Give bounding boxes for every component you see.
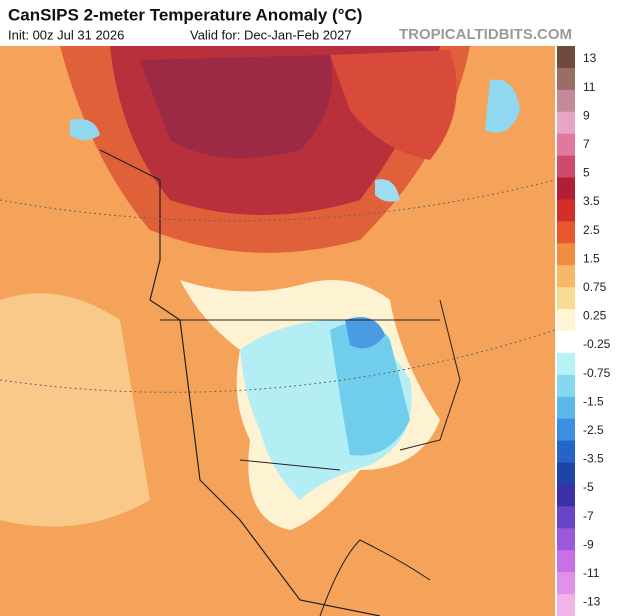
colorbar-label: 13: [583, 51, 597, 65]
colorbar-swatch: [557, 67, 575, 91]
colorbar-swatch: [557, 243, 575, 266]
colorbar-swatch: [557, 484, 575, 507]
colorbar-swatch: [557, 528, 575, 551]
colorbar-label: 3.5: [583, 194, 600, 208]
colorbar-label: 1.5: [583, 251, 600, 265]
colorbar-swatch: [557, 352, 575, 376]
colorbar-swatch: [557, 111, 575, 135]
colorbar-swatch: [557, 177, 575, 200]
colorbar-swatch: [557, 133, 575, 157]
colorbar: 13 11 9 7 5 3.5 2.5 1.5 0.75 0.25 -0.25 -0.75 -1.5 -2…: [557, 46, 611, 616]
colorbar-label: -3.5: [583, 452, 604, 466]
colorbar-label: 11: [583, 80, 596, 94]
colorbar-swatch: [557, 396, 575, 420]
colorbar-swatch: [557, 331, 575, 354]
colorbar-swatch: [557, 506, 575, 529]
colorbar-swatch: [557, 572, 575, 595]
colorbar-label: 5: [583, 166, 590, 180]
colorbar-label: -7: [583, 509, 594, 523]
colorbar-swatch: [557, 374, 575, 398]
colorbar-label: 7: [583, 137, 590, 151]
colorbar-swatch: [557, 418, 575, 442]
credit: TROPICALTIDBITS.COM: [399, 26, 572, 43]
colorbar-swatch: [557, 550, 575, 573]
valid-time: Valid for: Dec-Jan-Feb 2027: [190, 27, 352, 42]
colorbar-swatch: [557, 309, 575, 332]
colorbar-label: -5: [583, 480, 594, 494]
colorbar-label: 2.5: [583, 223, 600, 237]
colorbar-label: -9: [583, 537, 594, 551]
colorbar-swatch: [557, 594, 575, 616]
colorbar-label: -1.5: [583, 394, 604, 408]
colorbar-swatch: [557, 199, 575, 222]
colorbar-label: -13: [583, 595, 601, 609]
colorbar-swatch: [557, 462, 575, 485]
colorbar-label: 9: [583, 108, 590, 122]
colorbar-swatch: [557, 221, 575, 244]
map: [0, 46, 556, 616]
colorbar-swatch: [557, 287, 575, 310]
colorbar-label: -0.75: [583, 366, 611, 380]
colorbar-label: -2.5: [583, 423, 604, 437]
title: CanSIPS 2-meter Temperature Anomaly (°C): [8, 5, 362, 24]
header-bar: [0, 0, 620, 46]
init-time: Init: 00z Jul 31 2026: [8, 27, 124, 42]
colorbar-swatch: [557, 89, 575, 113]
colorbar-label: 0.75: [583, 280, 607, 294]
colorbar-swatch: [557, 440, 575, 464]
colorbar-label: -0.25: [583, 337, 611, 351]
colorbar-label: 0.25: [583, 309, 607, 323]
colorbar-swatch: [557, 265, 575, 288]
colorbar-swatch: [557, 46, 575, 69]
colorbar-swatch: [557, 155, 575, 179]
colorbar-label: -11: [583, 566, 600, 580]
